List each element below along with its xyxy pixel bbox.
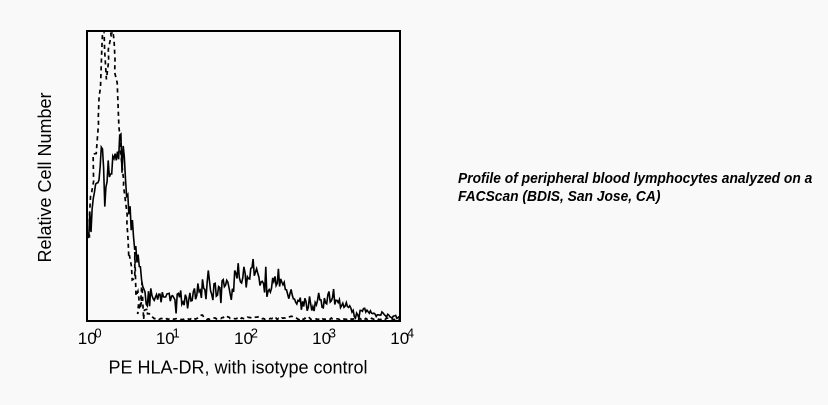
svg-text:PE HLA-DR, with isotype contro: PE HLA-DR, with isotype control xyxy=(108,358,367,378)
svg-text:3: 3 xyxy=(329,325,336,340)
svg-text:10: 10 xyxy=(312,329,331,348)
svg-text:10: 10 xyxy=(234,329,253,348)
svg-text:10: 10 xyxy=(78,329,97,348)
svg-text:10: 10 xyxy=(156,329,175,348)
svg-text:0: 0 xyxy=(94,325,101,340)
svg-text:Relative Cell Number: Relative Cell Number xyxy=(35,92,55,262)
svg-text:4: 4 xyxy=(407,325,414,340)
svg-text:2: 2 xyxy=(251,325,258,340)
svg-text:10: 10 xyxy=(390,329,409,348)
svg-text:1: 1 xyxy=(173,325,180,340)
